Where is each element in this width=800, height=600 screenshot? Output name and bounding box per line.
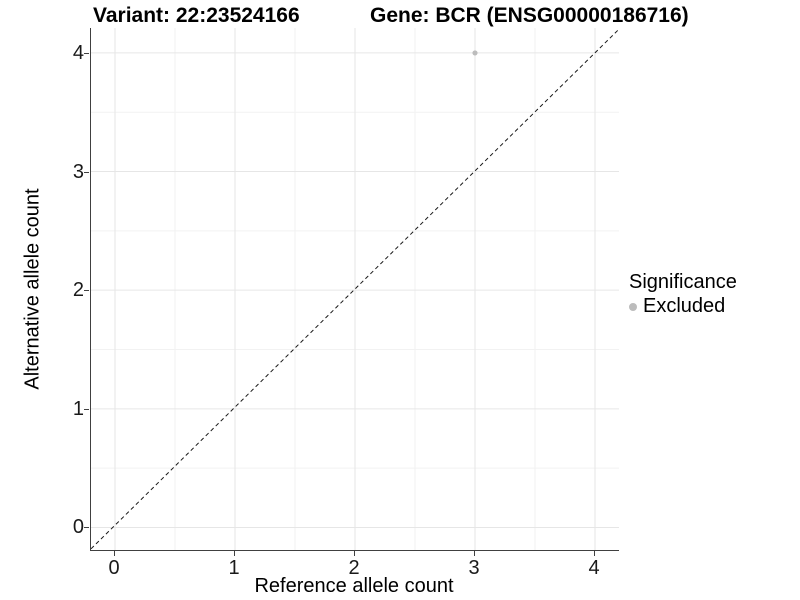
y-axis-tick-label: 1 (72, 397, 84, 420)
x-axis-tick-mark (234, 551, 235, 556)
data-point (472, 50, 478, 56)
x-axis-tick-label: 3 (468, 557, 480, 579)
legend: Significance Excluded (629, 271, 737, 318)
x-axis-tick-label: 0 (108, 557, 120, 579)
x-axis-tick-label: 1 (228, 557, 240, 579)
y-axis-tick-mark (84, 52, 89, 54)
plot-area-svg (91, 28, 619, 550)
y-axis-tick-mark (84, 171, 89, 173)
y-axis-tick-label: 0 (72, 516, 84, 539)
plot-panel (90, 28, 619, 551)
gene-title: Gene: BCR (ENSG00000186716) (370, 4, 689, 27)
legend-title: Significance (629, 271, 737, 293)
y-axis-tick-mark (84, 290, 89, 292)
y-axis-tick-label: 2 (72, 279, 84, 302)
y-axis-tick-label: 3 (72, 160, 84, 183)
identity-reference-line (91, 28, 619, 550)
x-axis-tick-mark (114, 551, 115, 556)
legend-item-label: Excluded (643, 295, 726, 317)
x-axis-title: Reference allele count (254, 575, 454, 597)
y-axis-tick-label: 4 (72, 41, 84, 64)
y-axis-tick-mark (84, 408, 89, 410)
variant-title: Variant: 22:23524166 (93, 4, 300, 27)
x-axis-tick-mark (474, 551, 475, 556)
y-axis-tick-mark (84, 527, 89, 529)
x-axis-tick-label: 4 (588, 557, 600, 579)
x-axis-tick-label: 2 (348, 557, 360, 579)
excluded-dot-icon (629, 302, 637, 311)
x-axis-tick-mark (594, 551, 595, 556)
legend-item-excluded: Excluded (629, 295, 737, 318)
y-axis-title: Alternative allele count (21, 188, 44, 390)
x-axis-tick-mark (354, 551, 355, 556)
